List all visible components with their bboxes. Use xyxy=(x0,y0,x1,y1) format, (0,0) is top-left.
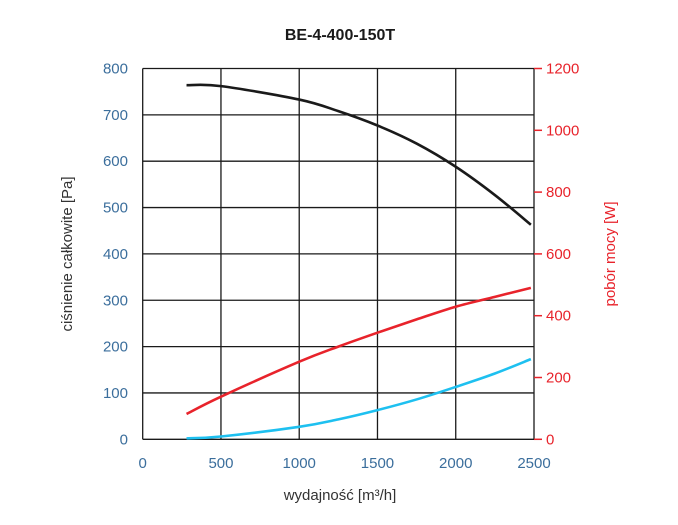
x-tick-label: 2000 xyxy=(439,455,472,472)
y-tick-label: 300 xyxy=(103,292,128,309)
y-tick-label: 700 xyxy=(103,107,128,124)
y-tick-label: 500 xyxy=(103,200,128,217)
series-line-1 xyxy=(185,286,532,416)
y2-tick-label: 1200 xyxy=(546,61,579,78)
x-tick-label: 0 xyxy=(139,455,147,472)
y2-tick-label: 400 xyxy=(546,308,571,325)
grid xyxy=(142,67,535,440)
series-line-2 xyxy=(186,357,532,440)
y-tick-label: 200 xyxy=(103,339,128,356)
y2-tick-label: 800 xyxy=(546,184,571,201)
y-tick-label: 800 xyxy=(103,61,128,78)
y2-tick-label: 200 xyxy=(546,370,571,387)
x-tick-label: 1000 xyxy=(283,455,316,472)
ticks: 0 500 1000 1500 2000 250001002003004005006007… xyxy=(103,61,579,473)
series-group xyxy=(185,83,532,440)
y-tick-label: 100 xyxy=(103,385,128,402)
y2-axis-label: pobór mocy [W] xyxy=(602,201,619,306)
chart-title: BE-4-400-150T xyxy=(285,27,396,44)
y-tick-label: 600 xyxy=(103,153,128,170)
x-axis-label: wydajność [m³/h] xyxy=(283,487,397,504)
y-axis-label: ciśnienie całkowite [Pa] xyxy=(59,176,76,331)
y2-tick-label: 0 xyxy=(546,431,554,448)
y2-tick-label: 600 xyxy=(546,246,571,263)
x-tick-label: 1500 xyxy=(361,455,394,472)
y-tick-label: 400 xyxy=(103,246,128,263)
series-line-0 xyxy=(186,83,532,226)
y-tick-label: 0 xyxy=(120,431,128,448)
x-tick-label: 500 xyxy=(208,455,233,472)
x-tick-label: 2500 xyxy=(517,455,550,472)
y2-tick-label: 1000 xyxy=(546,122,579,139)
